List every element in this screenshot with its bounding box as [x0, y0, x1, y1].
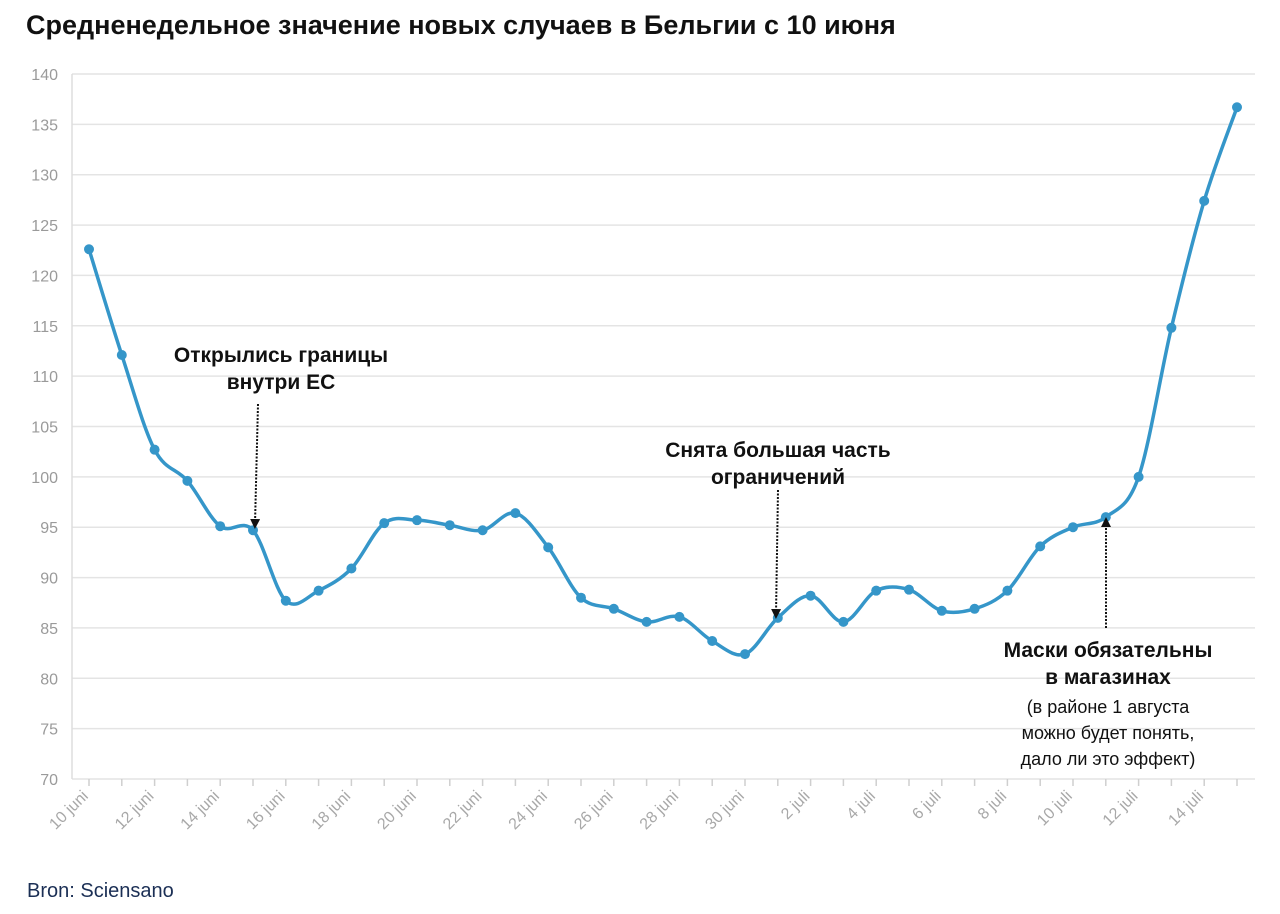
- x-tick-label: 12 juni: [112, 788, 157, 833]
- data-point: [215, 521, 226, 532]
- data-point: [936, 605, 947, 616]
- x-tick-label: 4 juli: [844, 788, 879, 823]
- data-point: [149, 444, 160, 455]
- data-point: [871, 585, 882, 596]
- data-point: [1199, 195, 1210, 206]
- y-tick-label: 100: [31, 470, 58, 487]
- data-point: [1232, 102, 1242, 113]
- x-tick-label: 10 juli: [1034, 788, 1076, 830]
- x-tick-label: 18 juni: [309, 788, 354, 833]
- y-tick-label: 80: [40, 671, 58, 688]
- annotation-title: Открылись границы: [174, 344, 388, 367]
- annotation-note: дало ли это эффект): [1021, 749, 1196, 769]
- y-tick-label: 90: [40, 571, 58, 588]
- data-point: [904, 584, 914, 595]
- source-note: Bron: Sciensano: [27, 880, 174, 902]
- data-point: [116, 349, 127, 360]
- data-point: [1002, 585, 1013, 596]
- data-point: [182, 475, 193, 486]
- x-tick-label: 6 juli: [909, 788, 944, 823]
- x-tick-label: 2 juli: [778, 788, 813, 823]
- x-tick-label: 12 juli: [1100, 788, 1142, 830]
- y-tick-label: 110: [32, 369, 58, 386]
- data-point: [707, 636, 718, 647]
- annotation: Маски обязательны в магазинах (в районе 1 …: [1004, 517, 1213, 769]
- data-point: [576, 592, 586, 603]
- annotations: Открылись границы внутри ЕС Снята большая …: [174, 344, 1213, 769]
- data-point: [313, 585, 324, 596]
- y-tick-label: 105: [31, 420, 58, 437]
- annotation-title: внутри ЕС: [227, 371, 336, 394]
- annotation-arrow: [250, 403, 261, 529]
- x-tick-label: 14 juli: [1165, 788, 1207, 830]
- data-point: [608, 603, 619, 614]
- data-point: [838, 616, 849, 627]
- data-point: [248, 525, 258, 536]
- data-point: [1068, 522, 1078, 533]
- y-tick-label: 130: [31, 168, 58, 185]
- annotation-arrow: [771, 489, 782, 619]
- annotation-title: ограничений: [711, 466, 845, 489]
- data-point: [84, 244, 94, 255]
- annotation-title: Снята большая часть: [665, 439, 891, 462]
- annotation-note: можно будет понять,: [1022, 723, 1195, 743]
- data-point: [1166, 322, 1177, 333]
- data-point: [740, 649, 750, 660]
- data-point: [346, 563, 357, 574]
- y-tick-label: 120: [31, 268, 58, 285]
- x-tick-label: 22 juni: [440, 788, 485, 833]
- data-point: [641, 616, 652, 627]
- y-tick-label: 125: [31, 218, 58, 235]
- data-point: [510, 508, 521, 519]
- annotation-note: (в районе 1 августа: [1027, 697, 1191, 717]
- y-tick-label: 95: [40, 520, 58, 537]
- x-tick-label: 30 juni: [702, 788, 747, 833]
- x-tick-label: 8 juli: [975, 788, 1010, 823]
- y-axis: 70 75 80 85 90 95 100 105 110 115 120 125 130 135 140: [31, 67, 58, 789]
- x-axis: 10 juni 12 juni 14 juni 16 juni 18 juni 20 ju…: [46, 779, 1238, 833]
- data-point: [674, 611, 685, 622]
- annotation-title: Маски обязательны: [1004, 639, 1213, 662]
- x-tick-label: 26 juni: [571, 788, 616, 833]
- data-point: [444, 520, 455, 531]
- annotation: Снята большая часть ограничений: [665, 439, 891, 619]
- data-point: [543, 542, 554, 553]
- x-tick-label: 24 juni: [506, 788, 551, 833]
- x-tick-label: 10 juni: [46, 788, 91, 833]
- y-tick-label: 135: [31, 117, 58, 134]
- data-point: [969, 603, 980, 614]
- data-point: [772, 612, 783, 623]
- x-tick-label: 20 juni: [374, 788, 419, 833]
- data-point: [280, 595, 291, 606]
- data-point: [1035, 541, 1046, 552]
- data-point: [805, 590, 816, 601]
- annotation-title: в магазинах: [1045, 666, 1171, 689]
- x-tick-label: 14 juni: [178, 788, 223, 833]
- data-point: [412, 515, 422, 526]
- annotation: Открылись границы внутри ЕС: [174, 344, 388, 529]
- data-point: [1133, 471, 1144, 482]
- data-point: [477, 525, 488, 536]
- x-tick-label: 28 juni: [637, 788, 682, 833]
- grid: [71, 73, 1255, 780]
- chart-title: Средненедельное значение новых случаев в…: [26, 10, 896, 40]
- x-tick-label: 16 juni: [243, 788, 288, 833]
- y-tick-label: 115: [32, 319, 58, 336]
- series: [84, 102, 1242, 660]
- y-tick-label: 85: [40, 621, 58, 638]
- y-tick-label: 75: [40, 722, 58, 739]
- y-tick-label: 140: [31, 67, 58, 84]
- data-point: [379, 518, 390, 529]
- data-point: [1100, 512, 1111, 523]
- y-tick-label: 70: [40, 772, 58, 789]
